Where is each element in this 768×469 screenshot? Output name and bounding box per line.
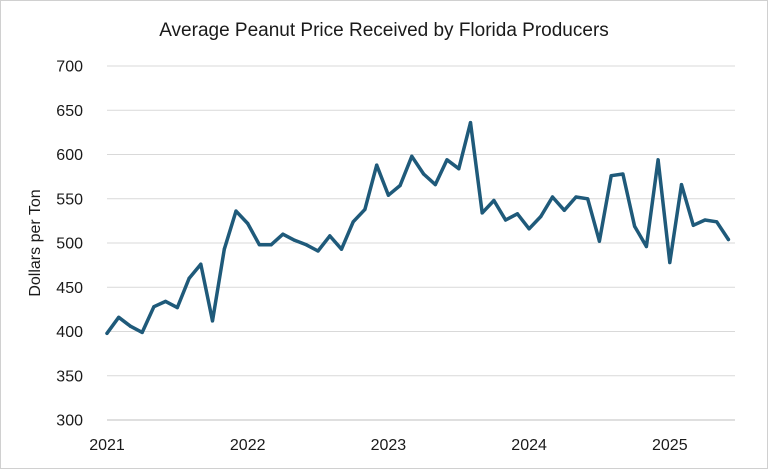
data-point <box>726 237 731 242</box>
data-point <box>574 195 578 199</box>
data-point <box>269 243 273 247</box>
chart-title: Average Peanut Price Received by Florida… <box>159 20 609 41</box>
data-point <box>679 183 684 187</box>
y-tick-label: 350 <box>56 368 83 385</box>
x-axis-ticks: 2021 2022 2023 2024 2025 <box>89 437 687 454</box>
y-tick-label: 550 <box>56 191 83 208</box>
data-point <box>644 244 649 249</box>
y-axis-label: Dollars per Ton <box>27 189 44 296</box>
data-point <box>375 163 379 167</box>
data-point <box>152 305 156 309</box>
data-point <box>586 197 590 201</box>
data-point <box>539 214 543 219</box>
y-tick-label: 450 <box>56 280 83 297</box>
data-point <box>128 324 132 328</box>
x-tick-label: 2024 <box>511 437 547 454</box>
data-point <box>164 299 168 303</box>
data-point <box>398 183 402 188</box>
data-point <box>480 211 484 215</box>
price-series-line <box>105 120 731 336</box>
data-point <box>504 218 508 222</box>
data-point <box>328 234 332 238</box>
data-point <box>433 183 437 187</box>
data-point <box>691 223 695 227</box>
y-axis-ticks: 300 350 400 450 500 550 600 650 700 <box>56 59 83 430</box>
data-point <box>246 221 250 226</box>
data-point <box>527 227 531 231</box>
x-tick-label: 2025 <box>652 437 688 454</box>
data-point <box>175 306 179 310</box>
data-point <box>293 238 297 242</box>
data-point <box>140 330 144 334</box>
data-point <box>621 172 625 176</box>
data-point <box>550 195 555 199</box>
data-point <box>210 319 215 323</box>
x-tick-label: 2021 <box>89 437 125 454</box>
data-point <box>468 121 473 125</box>
data-point <box>234 209 238 213</box>
series-layer <box>105 120 731 336</box>
data-point <box>363 207 367 211</box>
data-point <box>339 247 344 251</box>
data-point <box>304 243 308 247</box>
data-point <box>633 224 637 228</box>
data-point <box>562 208 566 212</box>
data-point <box>457 167 461 171</box>
data-point <box>117 315 121 319</box>
data-point <box>668 260 672 265</box>
data-point <box>105 331 109 335</box>
data-point <box>386 193 390 197</box>
y-tick-label: 500 <box>56 236 83 253</box>
y-tick-label: 300 <box>56 413 83 430</box>
data-point <box>422 172 426 176</box>
data-point <box>715 220 719 224</box>
data-point <box>257 243 261 247</box>
data-point <box>222 247 226 251</box>
x-tick-label: 2023 <box>371 437 407 454</box>
y-tick-label: 700 <box>56 59 83 76</box>
data-point <box>597 239 602 243</box>
data-point <box>609 174 613 178</box>
data-point <box>515 212 520 216</box>
y-tick-label: 650 <box>56 103 83 120</box>
data-point <box>410 154 414 158</box>
y-tick-label: 400 <box>56 324 83 341</box>
data-point <box>492 198 496 203</box>
data-point <box>351 220 355 224</box>
x-tick-label: 2022 <box>230 437 266 454</box>
data-point <box>445 158 449 162</box>
grid-lines <box>107 65 735 421</box>
y-tick-label: 600 <box>56 147 83 164</box>
data-point <box>656 158 660 162</box>
data-point <box>281 232 285 236</box>
data-point <box>187 276 191 280</box>
data-point <box>316 249 320 253</box>
data-point <box>199 262 203 266</box>
data-point <box>703 218 707 222</box>
